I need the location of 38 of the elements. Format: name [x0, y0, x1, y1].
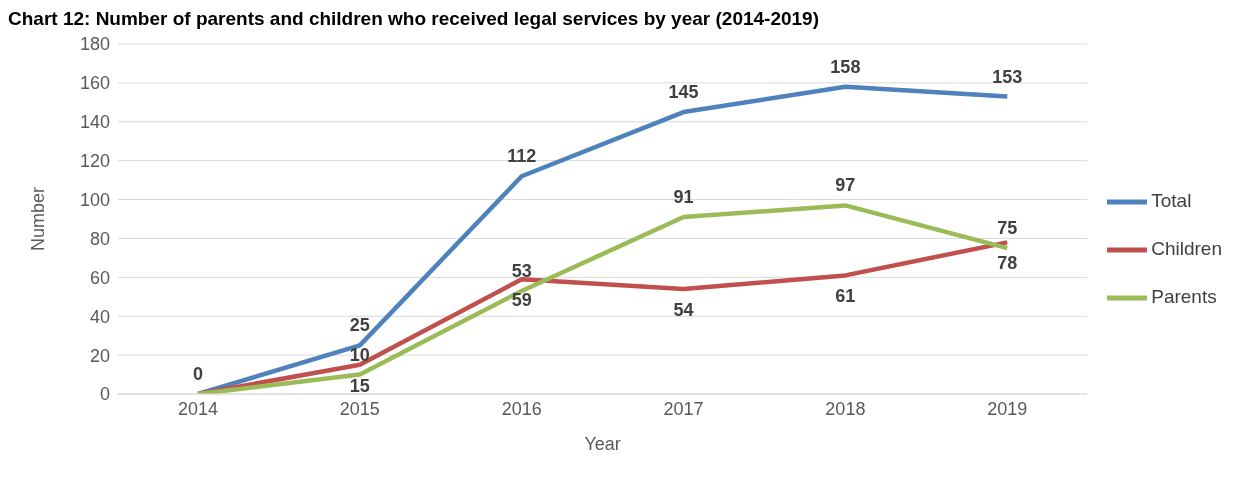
y-tick-label: 0: [99, 384, 110, 405]
x-tick-label: 2015: [339, 398, 380, 419]
data-label: 78: [997, 253, 1018, 274]
y-tick-label: 180: [79, 34, 110, 55]
x-tick-label: 2017: [663, 398, 704, 419]
y-tick-label: 120: [79, 151, 110, 172]
y-tick-label: 40: [89, 306, 110, 327]
y-axis-title: Number: [28, 186, 49, 252]
legend-label: Parents: [1151, 286, 1217, 307]
y-tick-label: 60: [89, 267, 110, 288]
data-label: 53: [511, 260, 532, 281]
data-label: 75: [997, 218, 1018, 239]
x-tick-label: 2014: [177, 398, 219, 419]
data-label: 25: [349, 315, 370, 336]
data-label: 61: [835, 286, 856, 307]
data-label: 15: [349, 375, 370, 396]
data-label: 91: [673, 187, 694, 208]
x-tick-label: 2019: [987, 398, 1028, 419]
legend-label: Total: [1151, 190, 1192, 211]
data-label: 153: [992, 66, 1023, 87]
data-label: 59: [511, 290, 532, 311]
x-tick-label: 2018: [825, 398, 866, 419]
x-axis-title: Year: [584, 434, 621, 454]
data-label: 54: [673, 299, 694, 320]
y-tick-label: 140: [79, 112, 110, 133]
data-label: 97: [835, 175, 856, 196]
data-label: 10: [349, 344, 370, 365]
data-label: 145: [668, 82, 699, 103]
y-tick-label: 100: [79, 189, 110, 210]
y-tick-label: 160: [79, 73, 110, 94]
legend-label: Children: [1151, 238, 1222, 259]
y-tick-label: 20: [89, 345, 110, 366]
chart-title: Chart 12: Number of parents and children who received legal services by year (2014-2019): [8, 8, 820, 30]
data-label: 158: [830, 56, 861, 77]
x-tick-label: 2016: [501, 398, 542, 419]
y-tick-label: 80: [89, 228, 110, 249]
data-label: 112: [507, 146, 537, 167]
data-label: 0: [192, 364, 204, 384]
